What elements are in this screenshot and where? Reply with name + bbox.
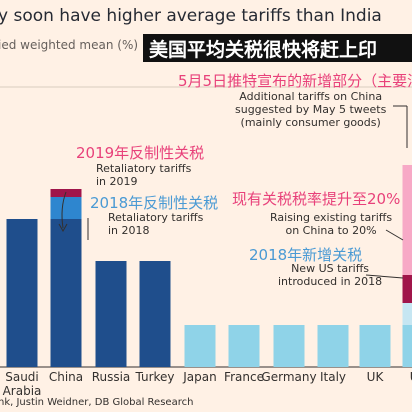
bar-germany-base bbox=[273, 325, 305, 367]
ret2019-arrowhead bbox=[58, 223, 68, 233]
x-tick-label: China bbox=[49, 370, 83, 384]
bar-italy-base bbox=[317, 325, 349, 367]
bar-russia-base bbox=[95, 261, 127, 367]
new2018-label-cn: 2018年新增关税 bbox=[249, 246, 363, 264]
bar-turkey-base bbox=[139, 261, 171, 367]
bar-france-base bbox=[228, 325, 260, 367]
x-tick-label: Italy bbox=[320, 370, 346, 384]
ret2019-label-en: Retaliatory tariffs in 2019 bbox=[96, 162, 192, 188]
chart-title: y soon have higher average tariffs than … bbox=[0, 6, 382, 26]
bar-us-additional-tariffs-on bbox=[402, 165, 412, 275]
raise-connector bbox=[385, 229, 404, 241]
x-tick-label: UK bbox=[367, 370, 385, 384]
bar-saudi-arabia-base bbox=[6, 219, 38, 367]
x-tick-label: Turkey bbox=[134, 370, 174, 384]
source-note: nk, Justin Weidner, DB Global Research bbox=[0, 397, 194, 408]
raise-label-en: Raising existing tariffs on China to 20% bbox=[270, 211, 393, 237]
bar-us-base bbox=[402, 325, 412, 367]
new2018-connector bbox=[365, 274, 404, 279]
may5-label-en: Additional tariffs on China suggested by… bbox=[235, 90, 387, 129]
x-tick-label: Germany bbox=[261, 370, 316, 384]
x-tick-label: France bbox=[224, 370, 264, 384]
may5-label-cn: 5月5日推特宣布的新增部分（主要消 bbox=[178, 72, 412, 90]
x-tick-label: Saudi bbox=[5, 370, 39, 384]
ret2018-label-en: Retaliatory tariffs in 2018 bbox=[108, 211, 204, 237]
x-tick-label: Russia bbox=[92, 370, 131, 384]
bar-us-new-us-tariffs bbox=[402, 303, 412, 325]
chart-subtitle: ied weighted mean (%) bbox=[0, 38, 139, 52]
bar-china-retaliatory-tariffs-in bbox=[50, 197, 82, 219]
x-tick-label: US bbox=[410, 370, 412, 384]
x-tick-label: Arabia bbox=[3, 384, 42, 398]
new2018-label-en: New US tariffs introduced in 2018 bbox=[278, 262, 383, 288]
bar-china-base bbox=[50, 219, 82, 367]
bar-japan-base bbox=[184, 325, 216, 367]
ret2019-label-cn: 2019年反制性关税 bbox=[76, 144, 205, 162]
bar-us-raising-existing-tariffs bbox=[402, 275, 412, 303]
x-tick-label: Japan bbox=[182, 370, 216, 384]
raise-label-cn: 现有关税税率提升至20% bbox=[232, 190, 401, 208]
bar-uk-base bbox=[359, 325, 391, 367]
chinese-banner: 美国平均关税很快将赶上印 bbox=[143, 34, 412, 62]
ret2019-arrow bbox=[61, 191, 67, 229]
ret2018-label-cn: 2018年反制性关税 bbox=[90, 194, 219, 212]
